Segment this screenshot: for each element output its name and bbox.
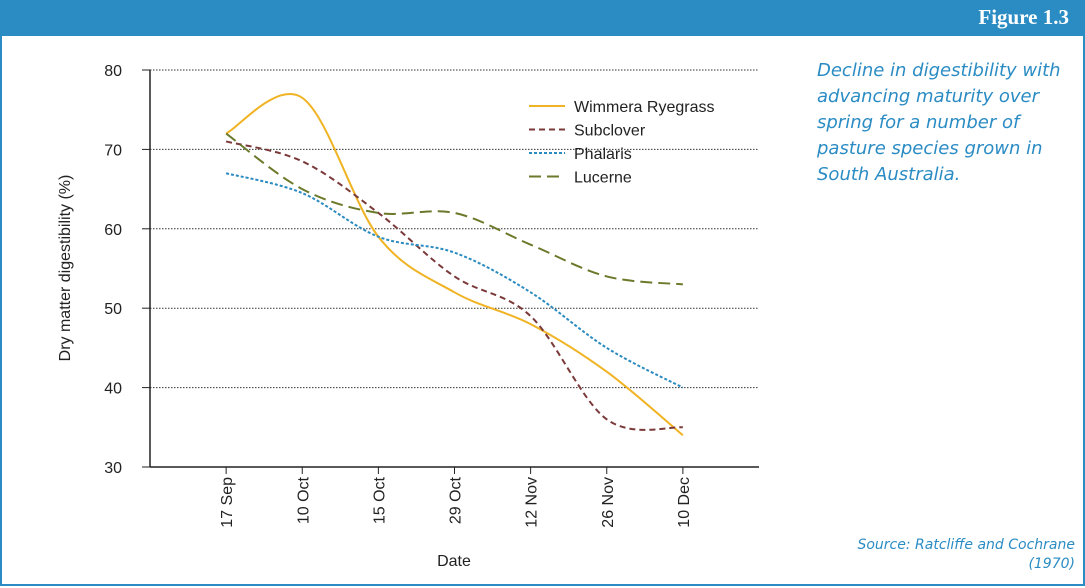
- caption: Decline in digestibility with advancing …: [817, 60, 1061, 185]
- x-axis-label: Date: [437, 553, 471, 570]
- series-line: [225, 132, 683, 286]
- x-tick-label: 10 Dec: [676, 477, 693, 528]
- x-tick-label: 10 Oct: [295, 476, 312, 524]
- legend-label: Wimmera Ryegrass: [574, 99, 714, 116]
- x-tick-label: 17 Sep: [219, 477, 236, 528]
- y-axis-label: Dry matter digestibility (%): [57, 175, 74, 362]
- source: Source: Ratcliffe and Cochrane (1970): [857, 537, 1075, 572]
- y-tick-label: 40: [104, 381, 122, 398]
- legend-label: Lucerne: [574, 170, 632, 187]
- figure-label: Figure 1.3: [978, 5, 1069, 29]
- legend-label: Subclover: [574, 123, 646, 140]
- series-line: [225, 172, 684, 389]
- x-tick-label: 15 Oct: [371, 476, 388, 524]
- chart: Date Dry matter digestibility (%) 30 40 50…: [57, 63, 759, 570]
- y-tick-label: 30: [104, 460, 122, 477]
- y-tick-label: 60: [104, 222, 122, 239]
- series-line: [225, 140, 683, 431]
- x-tick-label: 26 Nov: [600, 477, 617, 528]
- x-tick-label: 29 Oct: [448, 476, 465, 524]
- y-tick-label: 70: [104, 142, 122, 159]
- header-bar: [2, 0, 1083, 36]
- y-tick-label: 50: [104, 301, 122, 318]
- y-tick-label: 80: [104, 63, 122, 80]
- legend-label: Phalaris: [574, 146, 632, 163]
- x-tick-label: 12 Nov: [524, 477, 541, 528]
- series-line: [225, 93, 684, 437]
